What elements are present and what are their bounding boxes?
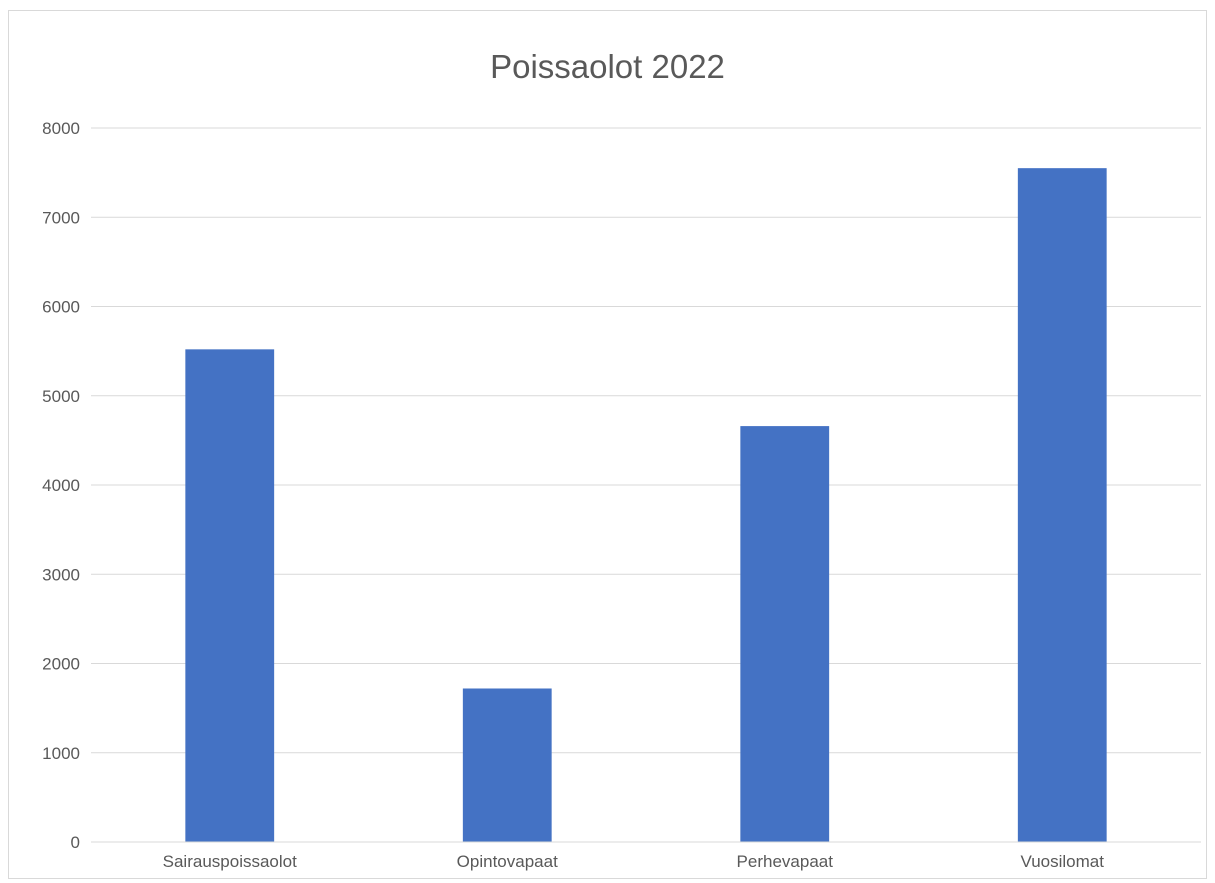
bar-sairauspoissaolot bbox=[185, 349, 275, 842]
y-tick-label: 4000 bbox=[42, 476, 80, 495]
y-tick-label: 5000 bbox=[42, 387, 80, 406]
bar-perhevapaat bbox=[740, 426, 830, 842]
x-tick-labels: Sairauspoissaolot Opintovapaat Perhevapaat… bbox=[163, 852, 1105, 871]
y-tick-label: 0 bbox=[71, 833, 80, 852]
y-tick-label: 1000 bbox=[42, 744, 80, 763]
y-tick-label: 2000 bbox=[42, 655, 80, 674]
chart-title: Poissaolot 2022 bbox=[490, 48, 725, 85]
x-tick-label: Opintovapaat bbox=[457, 852, 558, 871]
gridlines bbox=[91, 127, 1201, 754]
y-tick-label: 3000 bbox=[42, 565, 80, 584]
bars bbox=[185, 168, 1107, 843]
y-tick-label: 7000 bbox=[42, 208, 80, 227]
x-tick-label: Perhevapaat bbox=[737, 852, 834, 871]
x-tick-label: Sairauspoissaolot bbox=[163, 852, 297, 871]
y-tick-label: 8000 bbox=[42, 119, 80, 138]
x-tick-label: Vuosilomat bbox=[1021, 852, 1105, 871]
y-tick-labels: 0 1000 2000 3000 4000 5000 6000 7000 8000 bbox=[42, 119, 80, 852]
bar-vuosilomat bbox=[1017, 168, 1107, 843]
bar-opintovapaat bbox=[462, 688, 552, 842]
y-tick-label: 6000 bbox=[42, 298, 80, 317]
